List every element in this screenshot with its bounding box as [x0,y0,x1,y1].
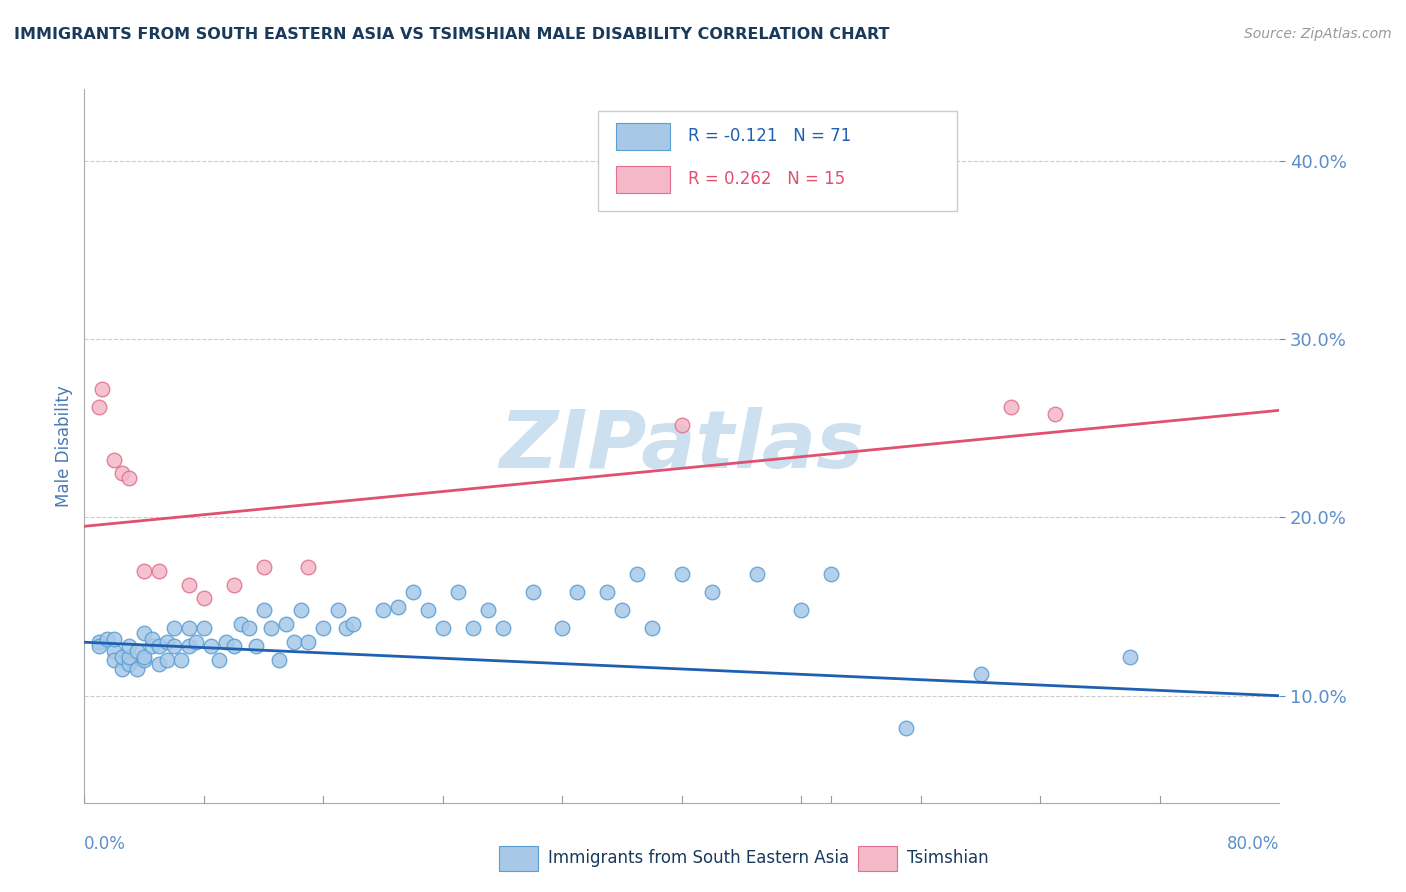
Point [567,585,589,599]
Point [245,639,267,653]
Point [155,653,177,667]
Point [118,657,141,671]
Point [103,453,125,467]
Point [132,653,156,667]
Point [118,649,141,664]
Point [790,603,813,617]
Point [328,603,350,617]
Point [132,649,156,664]
Point [148,657,170,671]
Point [222,639,245,653]
Point [103,653,125,667]
Point [132,564,156,578]
Point [610,603,633,617]
Point [177,621,200,635]
Point [253,603,276,617]
Point [1000,400,1022,414]
Text: R = 0.262   N = 15: R = 0.262 N = 15 [688,170,845,188]
Point [297,560,319,574]
Point [970,667,993,681]
Point [177,578,200,592]
Point [231,617,253,632]
Point [700,585,723,599]
Point [170,653,193,667]
Point [141,639,163,653]
Point [155,635,177,649]
Point [253,560,276,574]
Point [177,639,200,653]
Point [641,621,664,635]
Point [118,471,141,485]
Text: IMMIGRANTS FROM SOUTH EASTERN ASIA VS TSIMSHIAN MALE DISABILITY CORRELATION CHAR: IMMIGRANTS FROM SOUTH EASTERN ASIA VS TS… [14,27,890,42]
Point [671,567,693,582]
Point [1045,407,1067,421]
Point [111,466,134,480]
Point [335,621,357,635]
Point [89,639,111,653]
Point [111,649,134,664]
Point [163,621,186,635]
Point [371,603,394,617]
FancyBboxPatch shape [599,111,956,211]
Point [193,621,215,635]
Point [387,599,409,614]
Text: 80.0%: 80.0% [1227,835,1279,853]
Point [477,603,499,617]
Point [89,635,111,649]
Point [312,621,335,635]
Point [432,621,454,635]
Point [626,567,648,582]
Point [267,653,290,667]
Point [215,635,238,649]
Point [596,585,619,599]
Point [522,585,544,599]
Point [103,632,125,646]
Point [551,621,574,635]
Point [222,578,245,592]
Point [260,621,283,635]
Point [89,400,111,414]
Point [238,621,260,635]
Point [118,639,141,653]
Text: 0.0%: 0.0% [84,835,127,853]
Point [894,721,917,735]
Point [297,635,319,649]
Point [148,639,170,653]
Point [163,639,186,653]
Point [671,417,693,432]
Point [111,662,134,676]
Point [290,603,312,617]
Point [1119,649,1142,664]
FancyBboxPatch shape [616,166,669,193]
Point [125,644,148,658]
Text: Immigrants from South Eastern Asia: Immigrants from South Eastern Asia [548,849,849,867]
Point [91,382,114,396]
Point [461,621,484,635]
Text: Tsimshian: Tsimshian [907,849,988,867]
Point [208,653,231,667]
Point [745,567,768,582]
FancyBboxPatch shape [616,123,669,150]
Y-axis label: Male Disability: Male Disability [55,385,73,507]
Text: Source: ZipAtlas.com: Source: ZipAtlas.com [1244,27,1392,41]
Point [447,585,470,599]
Point [283,635,305,649]
Point [274,617,297,632]
Point [492,621,515,635]
Point [96,632,118,646]
Text: R = -0.121   N = 71: R = -0.121 N = 71 [688,128,851,145]
Point [103,644,125,658]
Point [125,662,148,676]
Point [416,603,439,617]
Point [193,591,215,605]
Point [402,585,425,599]
Point [186,635,208,649]
Point [132,626,156,640]
Text: ZIPatlas: ZIPatlas [499,407,865,485]
Point [148,564,170,578]
Point [141,632,163,646]
Point [200,639,222,653]
Point [820,567,842,582]
Point [342,617,364,632]
